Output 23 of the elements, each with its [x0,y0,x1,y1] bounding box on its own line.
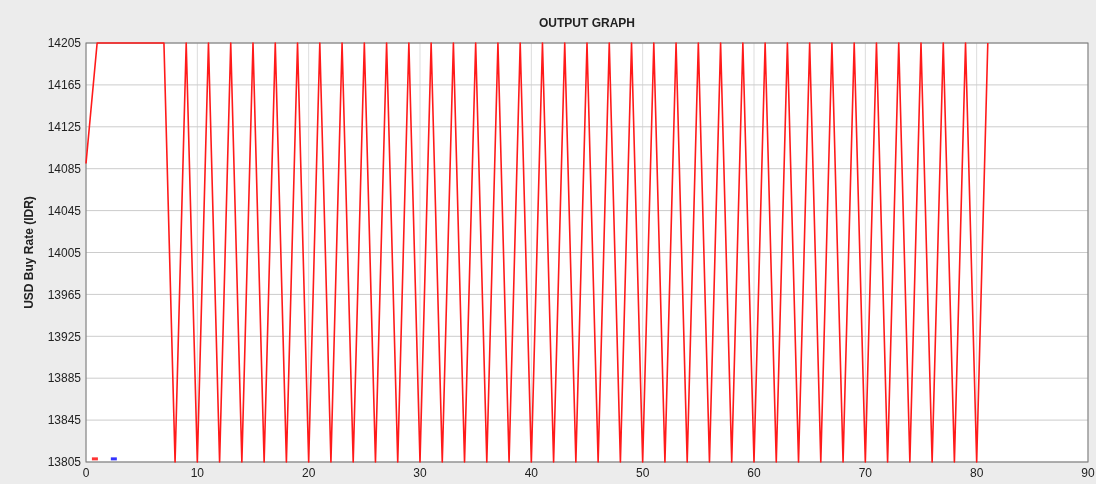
x-tick-label: 90 [1081,466,1095,480]
y-tick-label: 14125 [47,120,82,134]
y-tick-label: 13805 [47,455,82,470]
chart-title: OUTPUT GRAPH [539,16,635,30]
x-tick-label: 0 [82,466,90,480]
x-tick-label: 50 [635,466,650,480]
y-tick-label: 13885 [47,371,82,386]
y-axis-title: USD Buy Rate (IDR) [22,196,36,309]
x-tick-label: 30 [413,466,427,480]
y-tick-label: 13925 [47,329,82,344]
x-tick-label: 10 [190,466,205,480]
x-tick-label: 40 [524,466,539,480]
y-tick-label: 13965 [47,287,82,302]
y-tick-label: 14045 [47,203,82,218]
y-tick-label: 14085 [47,161,82,176]
x-tick-label: 80 [969,466,984,480]
y-tick-label: 14005 [47,245,82,260]
x-tick-label: 70 [858,466,873,480]
x-tick-label: 60 [747,466,761,480]
y-tick-label: 13845 [47,413,82,428]
y-tick-label: 14205 [47,36,82,51]
x-tick-label: 20 [301,466,316,480]
y-tick-label: 14165 [47,78,82,93]
